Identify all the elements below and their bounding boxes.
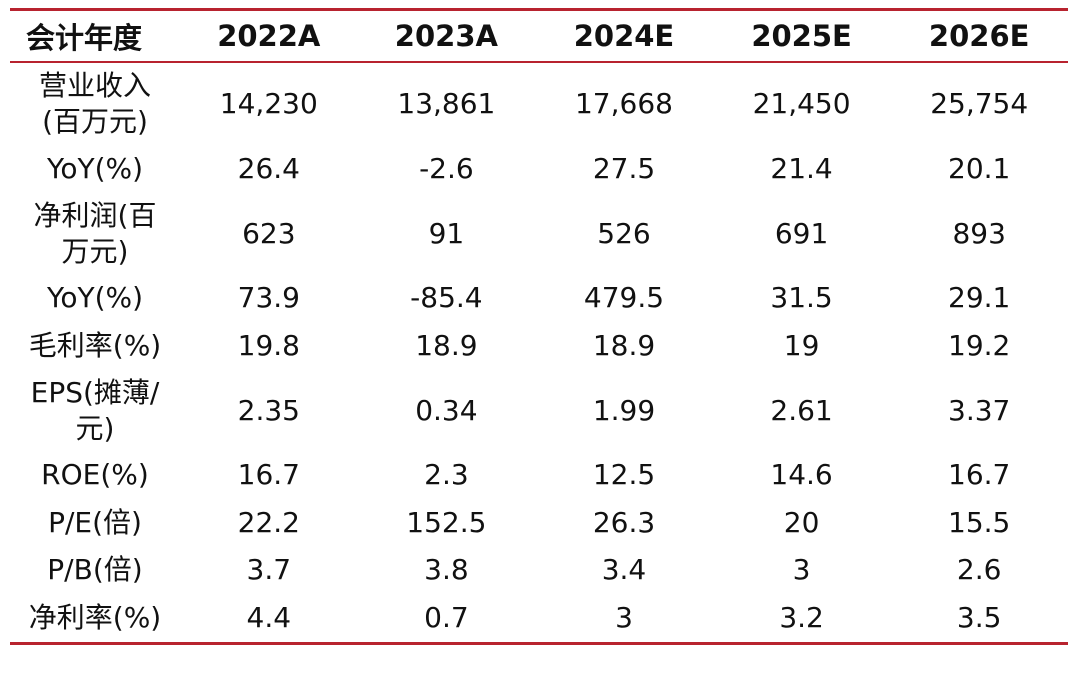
row-label-line: EPS(摊薄/ — [30, 375, 160, 409]
table-cell: 25,754 — [930, 87, 1029, 120]
table-cell: 29.1 — [948, 281, 1011, 315]
table-cell: 18.9 — [592, 328, 656, 362]
row-label: 净利率(%) — [10, 594, 180, 642]
row-label-line: 净利率(%) — [28, 600, 162, 634]
row-label-line: 元) — [75, 411, 115, 445]
table-body: 营业收入 (百万元) 14,230 13,861 17,668 21,450 25,754 Y… — [10, 63, 1068, 642]
table-cell: 21.4 — [770, 151, 833, 185]
header-2025e: 2025E — [751, 19, 852, 53]
table-cell: 26.4 — [237, 151, 300, 185]
table-row: ROE(%) 16.7 2.3 12.5 14.6 16.7 — [10, 452, 1068, 500]
table-cell: 16.7 — [948, 458, 1011, 492]
header-2026e: 2026E — [928, 19, 1030, 53]
table-cell: 26.3 — [592, 505, 656, 539]
table-cell: 2.3 — [424, 458, 469, 492]
table-cell: 12.5 — [592, 458, 656, 492]
table-cell: 27.5 — [592, 151, 656, 185]
row-label: 净利润(百 万元) — [10, 193, 180, 275]
table-cell: 526 — [597, 216, 651, 250]
table-top-rule — [10, 8, 1068, 11]
table-row: YoY(%) 73.9 -85.4 479.5 31.5 29.1 — [10, 275, 1068, 323]
row-label-line: 毛利率(%) — [28, 328, 162, 362]
table-cell: 2.6 — [956, 553, 1002, 587]
header-2024e: 2024E — [573, 19, 675, 53]
table-row: YoY(%) 26.4 -2.6 27.5 21.4 20.1 — [10, 145, 1068, 193]
table-header-row: 会计年度 2022A 2023A 2024E 2025E 2026E — [10, 11, 1068, 61]
table-row: P/B(倍) 3.7 3.8 3.4 3 2.6 — [10, 547, 1068, 595]
table-cell: 91 — [428, 216, 465, 250]
table-row: P/E(倍) 22.2 152.5 26.3 20 15.5 — [10, 499, 1068, 547]
table-cell: 0.34 — [415, 393, 478, 427]
table-cell: 19.2 — [948, 328, 1011, 362]
table-cell: 19.8 — [237, 328, 300, 362]
table-cell: 31.5 — [770, 281, 833, 315]
row-label: P/E(倍) — [10, 499, 180, 547]
table-cell: 0.7 — [424, 600, 469, 634]
table-cell: 14,230 — [219, 87, 318, 120]
row-label-line: 万元) — [61, 234, 129, 268]
table-cell: 20.1 — [948, 151, 1011, 185]
table-cell: 20 — [783, 505, 820, 539]
row-label-line: P/B(倍) — [47, 553, 143, 587]
row-label: P/B(倍) — [10, 547, 180, 595]
table-cell: 2.35 — [237, 393, 300, 427]
row-label-line: ROE(%) — [41, 458, 149, 492]
row-label-line: 净利润(百 — [33, 198, 157, 232]
table-cell: 14.6 — [770, 458, 833, 492]
table-row: 净利润(百 万元) 623 91 526 691 893 — [10, 193, 1068, 275]
table-header-rule — [10, 61, 1068, 63]
table-cell: 3 — [792, 553, 811, 587]
table-cell: 893 — [952, 216, 1006, 250]
table-cell: 2.61 — [770, 393, 833, 427]
table-cell: 16.7 — [237, 458, 300, 492]
table-cell: -85.4 — [410, 281, 483, 315]
row-label-line: 营业收入 — [38, 69, 151, 102]
table-cell: 3.37 — [948, 393, 1011, 427]
table-cell: 73.9 — [237, 281, 300, 315]
table-cell: 691 — [774, 216, 829, 250]
table-cell: 13,861 — [397, 87, 496, 120]
table-row: 毛利率(%) 19.8 18.9 18.9 19 19.2 — [10, 322, 1068, 370]
financial-forecast-table-body: 营业收入 (百万元) 14,230 13,861 17,668 21,450 25,754 Y… — [10, 63, 1068, 642]
row-label-line: YoY(%) — [46, 281, 144, 315]
table-cell: 3.8 — [424, 553, 469, 587]
table-cell: 21,450 — [752, 87, 851, 120]
table-cell: 18.9 — [415, 328, 478, 362]
table-cell: 3.2 — [779, 600, 824, 634]
header-2022a: 2022A — [217, 19, 321, 53]
table-row: 净利率(%) 4.4 0.7 3 3.2 3.5 — [10, 594, 1068, 642]
table-cell: -2.6 — [419, 151, 474, 185]
row-label: EPS(摊薄/元) — [10, 370, 180, 452]
table-cell: 15.5 — [948, 505, 1011, 539]
financial-forecast-table-container: 会计年度 2022A 2023A 2024E 2025E 2026E 营业收入(… — [10, 8, 1068, 645]
table-cell: 152.5 — [406, 505, 487, 539]
table-cell: 3.7 — [246, 553, 292, 587]
row-label: YoY(%) — [10, 145, 180, 193]
row-label: ROE(%) — [10, 452, 180, 500]
table-cell: 479.5 — [583, 281, 665, 315]
row-label-line: YoY(%) — [46, 151, 144, 185]
table-cell: 623 — [242, 216, 296, 250]
table-row: EPS(摊薄/元) 2.35 0.34 1.99 2.61 3.37 — [10, 370, 1068, 452]
row-label: YoY(%) — [10, 275, 180, 323]
table-cell: 3 — [615, 600, 633, 634]
row-label: 毛利率(%) — [10, 322, 180, 370]
row-label-line: P/E(倍) — [48, 505, 142, 539]
table-cell: 1.99 — [592, 393, 656, 427]
header-fiscal-year: 会计年度 — [26, 21, 143, 55]
row-label: 营业收入 (百万元) — [10, 63, 180, 145]
header-2023a: 2023A — [394, 19, 498, 53]
table-bottom-rule — [10, 641, 1068, 645]
table-cell: 19 — [783, 328, 820, 362]
table-cell: 3.4 — [601, 553, 647, 587]
table-cell: 4.4 — [246, 600, 292, 634]
table-cell: 17,668 — [574, 87, 673, 120]
table-cell: 3.5 — [956, 600, 1002, 634]
table-cell: 22.2 — [237, 505, 300, 539]
financial-forecast-table: 会计年度 2022A 2023A 2024E 2025E 2026E — [10, 11, 1068, 61]
table-row: 营业收入 (百万元) 14,230 13,861 17,668 21,450 25,754 — [10, 63, 1068, 145]
row-label-line: (百万元) — [42, 105, 148, 138]
